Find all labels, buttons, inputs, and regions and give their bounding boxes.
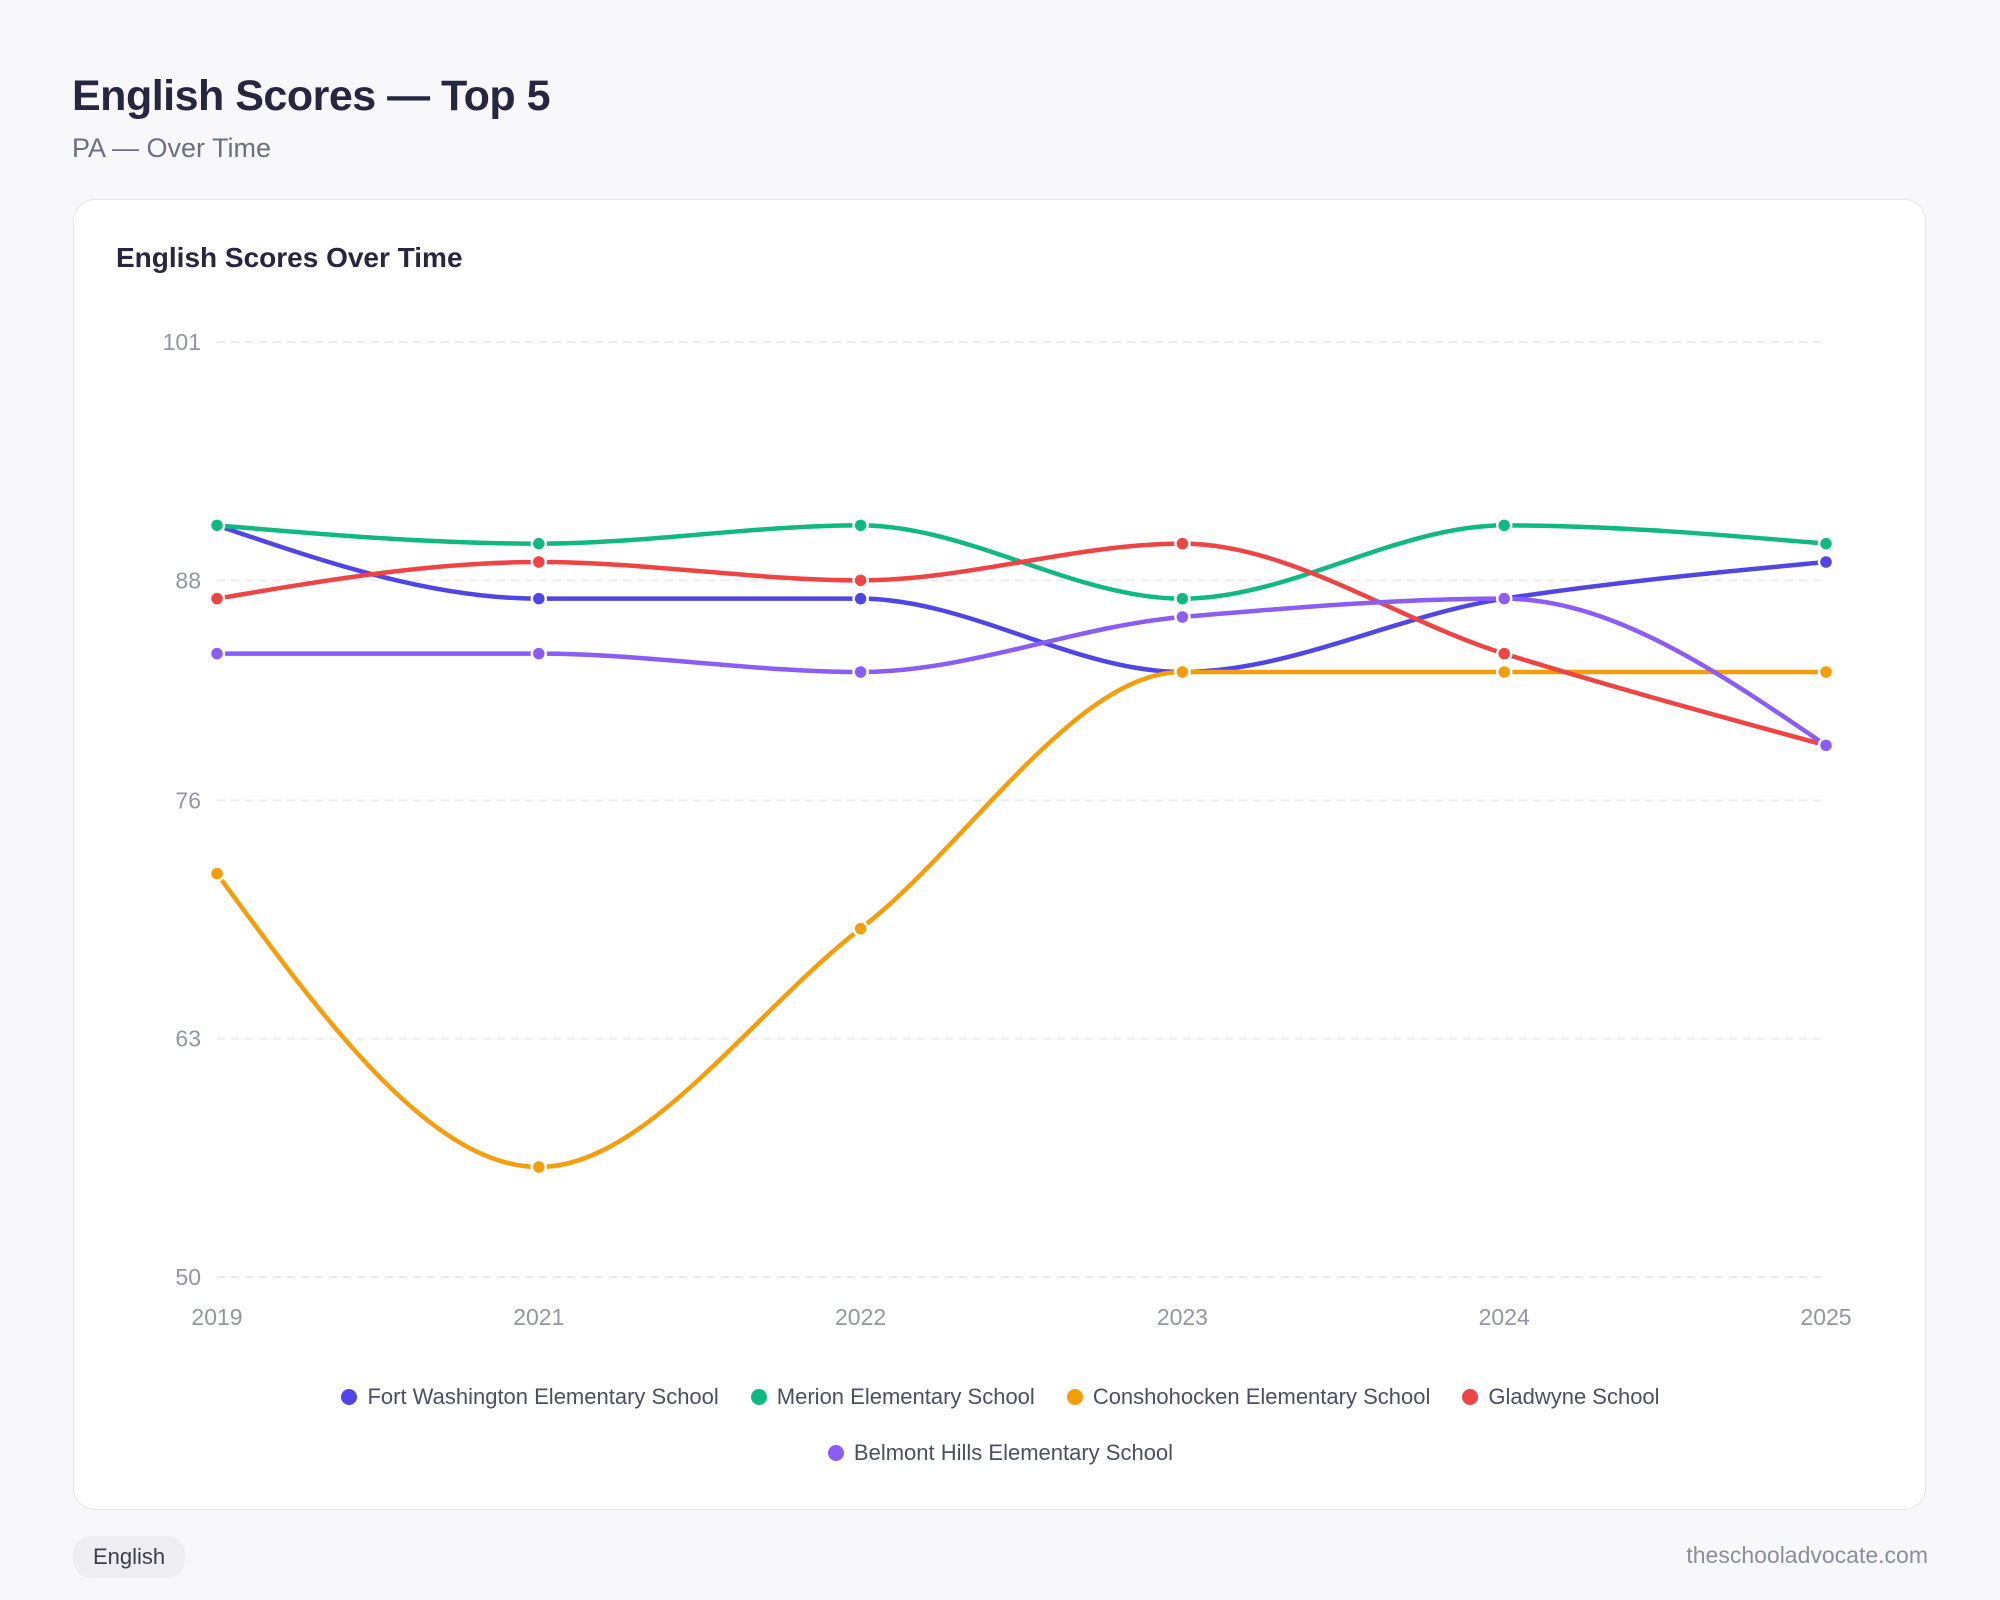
legend-label: Fort Washington Elementary School: [367, 1384, 719, 1409]
y-tick-label: 50: [175, 1264, 201, 1290]
legend-item[interactable]: Fort Washington Elementary School: [341, 1384, 719, 1410]
x-tick-label: 2024: [1479, 1304, 1530, 1330]
data-point: [852, 920, 869, 937]
legend-label: Conshohocken Elementary School: [1092, 1384, 1431, 1409]
x-tick-label: 2025: [1800, 1304, 1851, 1330]
series-line: [214, 669, 1829, 1170]
legend-dot-icon: [1462, 1389, 1479, 1405]
data-point: [1174, 608, 1191, 626]
data-point: [530, 590, 548, 607]
legend-label: Belmont Hills Elementary School: [853, 1440, 1174, 1465]
data-point: [1495, 645, 1513, 662]
page-title: English Scores — Top 5: [72, 72, 551, 120]
series-line: [214, 541, 1829, 748]
data-point: [530, 553, 548, 571]
page-subtitle: PA — Over Time: [72, 133, 272, 163]
data-point: [1817, 737, 1835, 754]
data-point: [852, 663, 869, 681]
x-tick-label: 2021: [513, 1304, 564, 1330]
data-point: [1817, 663, 1835, 681]
chart-title: English Scores Over Time: [116, 242, 463, 273]
x-tick-label: 2023: [1157, 1304, 1208, 1330]
chart-card: English Scores Over Time 101 88 76 63 50 2019…: [73, 199, 1926, 1510]
data-point: [1495, 663, 1513, 681]
y-tick-label: 101: [163, 329, 201, 355]
legend-label: Merion Elementary School: [776, 1384, 1035, 1409]
data-point: [1174, 663, 1191, 681]
data-point: [208, 590, 226, 607]
data-point: [1817, 535, 1835, 552]
chart-legend: Fort Washington Elementary School Merion …: [74, 1384, 1927, 1466]
data-point: [208, 517, 226, 534]
legend-dot-icon: [827, 1445, 844, 1461]
line-chart: 101 88 76 63 50 2019 2021 2022 2023 2024 2025: [163, 329, 1852, 1330]
y-tick-label: 63: [175, 1026, 201, 1052]
legend-dot-icon: [750, 1389, 767, 1405]
subject-tag[interactable]: English: [73, 1536, 186, 1578]
legend-item[interactable]: Gladwyne School: [1462, 1384, 1660, 1410]
data-point: [1174, 535, 1191, 552]
data-point: [530, 1158, 548, 1176]
data-point: [208, 865, 226, 882]
data-point: [530, 535, 548, 552]
data-point: [1817, 553, 1835, 571]
legend-item[interactable]: Merion Elementary School: [750, 1384, 1035, 1410]
data-point: [1174, 590, 1191, 607]
x-tick-label: 2022: [835, 1304, 886, 1330]
data-point: [208, 645, 226, 662]
series-line: [214, 523, 1829, 601]
legend-item[interactable]: Belmont Hills Elementary School: [827, 1440, 1174, 1466]
series-line: [214, 523, 1829, 675]
y-tick-label: 76: [175, 787, 201, 813]
data-point: [852, 517, 869, 534]
data-point: [530, 645, 548, 662]
legend-item[interactable]: Conshohocken Elementary School: [1066, 1384, 1431, 1410]
series-line: [214, 596, 1829, 748]
data-point: [852, 590, 869, 607]
data-point: [1495, 590, 1513, 607]
x-tick-label: 2019: [191, 1304, 242, 1330]
y-tick-label: 88: [175, 567, 201, 593]
site-link[interactable]: theschooladvocate.com: [1686, 1542, 1928, 1568]
data-point: [852, 572, 869, 589]
legend-dot-icon: [1066, 1389, 1083, 1405]
data-point: [1495, 517, 1513, 534]
legend-dot-icon: [341, 1389, 358, 1405]
legend-label: Gladwyne School: [1488, 1384, 1660, 1409]
